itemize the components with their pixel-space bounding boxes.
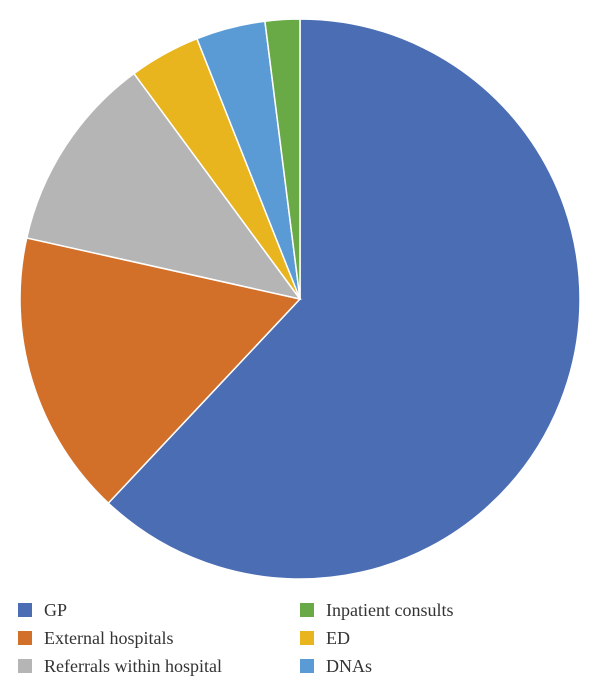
pie-slice-referrals-within-hospital bbox=[25, 72, 302, 301]
legend-swatch-external-hospitals bbox=[18, 631, 32, 645]
legend-swatch-inpatient-consults bbox=[300, 603, 314, 617]
legend-item-referrals-within-hospital: Referrals within hospital bbox=[18, 652, 222, 680]
legend-item-external-hospitals: External hospitals bbox=[18, 624, 173, 652]
pie-chart bbox=[19, 18, 581, 580]
legend-label-external-hospitals: External hospitals bbox=[44, 627, 174, 648]
legend-item-inpatient-consults: Inpatient consults bbox=[300, 596, 453, 624]
legend-label-ed: ED bbox=[326, 627, 350, 648]
legend-label-dnas: DNAs bbox=[326, 655, 373, 676]
pie-slice-inpatient-consults bbox=[264, 18, 301, 300]
legend-label-referrals-within-hospital: Referrals within hospital bbox=[44, 655, 222, 676]
legend-item-gp: GP bbox=[18, 596, 67, 624]
legend-label-inpatient-consults: Inpatient consults bbox=[326, 599, 454, 620]
legend-swatch-ed bbox=[300, 631, 314, 645]
legend-swatch-dnas bbox=[300, 659, 314, 673]
chart-legend: GP Inpatient consults External hospitals… bbox=[18, 596, 588, 692]
legend-item-ed: ED bbox=[300, 624, 350, 652]
pie-slice-gp bbox=[107, 18, 581, 580]
legend-label-gp: GP bbox=[44, 599, 68, 620]
legend-item-dnas: DNAs bbox=[300, 652, 372, 680]
pie-slice-external-hospitals bbox=[19, 237, 302, 505]
legend-swatch-gp bbox=[18, 603, 32, 617]
legend-swatch-referrals-within-hospital bbox=[18, 659, 32, 673]
